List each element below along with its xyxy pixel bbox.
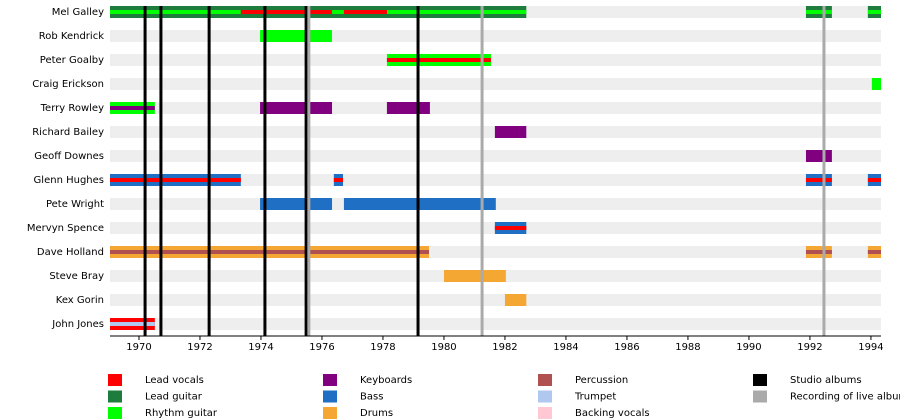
member-label: Glenn Hughes [34,175,104,186]
legend-label: Bass [360,392,383,403]
role-bar [805,150,832,162]
legend-swatch [323,407,337,419]
role-bar [871,78,881,90]
role-stripe [110,322,155,326]
member-label: Terry Rowley [40,103,104,114]
legend-label: Percussion [575,375,628,386]
x-tick-label: 1972 [187,342,212,353]
legend-swatch [753,374,767,386]
x-tick-label: 1980 [431,342,456,353]
row-band [110,54,881,66]
member-label: Kex Gorin [56,295,104,306]
member-label: Rob Kendrick [39,31,104,42]
legend-label: Lead vocals [145,375,204,386]
member-label: Mel Galley [52,7,104,18]
role-bar [343,198,496,210]
role-stripe [867,250,881,254]
role-stripe [343,10,387,14]
member-label: Mervyn Spence [27,223,104,234]
row-band [110,174,881,186]
x-tick-label: 1984 [553,342,578,353]
x-tick-label: 1994 [858,342,883,353]
legend-label: Backing vocals [575,408,650,419]
role-bar [260,102,333,114]
role-stripe [494,226,527,230]
row-band [110,102,881,114]
role-stripe [240,10,333,14]
member-label: Steve Bray [49,271,104,282]
row-band [110,294,881,306]
legend-swatch [323,374,337,386]
x-tick-label: 1974 [248,342,273,353]
legend-label: Trumpet [574,392,616,403]
role-stripe [386,58,491,62]
x-tick-label: 1978 [370,342,395,353]
role-bar [386,102,430,114]
member-label: Dave Holland [37,247,104,258]
legend-swatch [538,407,552,419]
member-label: Pete Wright [46,199,104,210]
x-tick-label: 1976 [309,342,334,353]
member-label: Geoff Downes [34,151,104,162]
member-label: Craig Erickson [32,79,104,90]
legend-label: Drums [360,408,393,419]
role-stripe [110,106,155,110]
x-tick-label: 1970 [126,342,151,353]
role-bar [260,198,333,210]
legend-label: Lead guitar [145,392,203,403]
role-stripe [110,250,430,254]
legend-swatch [108,407,122,419]
role-stripe [867,178,881,182]
member-label: Richard Bailey [32,127,104,138]
member-label: John Jones [51,319,104,330]
role-stripe [805,178,832,182]
role-bar [494,126,527,138]
x-tick-label: 1982 [492,342,517,353]
legend-label: Keyboards [360,375,412,386]
x-tick-label: 1992 [797,342,822,353]
legend-swatch [753,390,767,403]
x-tick-label: 1986 [614,342,639,353]
legend-swatch [538,390,552,403]
legend-label: Recording of live albums [790,392,900,403]
role-stripe [110,178,241,182]
role-stripe [805,10,832,14]
legend-swatch [323,390,337,403]
role-stripe [333,178,344,182]
legend-label: Rhythm guitar [145,408,218,419]
role-bar [260,30,333,42]
role-bar [443,270,506,282]
legend-swatch [538,374,552,386]
legend-swatch [108,374,122,386]
legend-label: Studio albums [790,375,862,386]
role-bar [504,294,527,306]
row-band [110,30,881,42]
x-tick-label: 1988 [675,342,700,353]
row-band [110,150,881,162]
role-stripe [867,10,881,14]
member-label: Peter Goalby [40,55,104,66]
row-band [110,78,881,90]
x-tick-label: 1990 [736,342,761,353]
legend-swatch [108,390,122,403]
row-band [110,318,881,330]
role-stripe [805,250,832,254]
